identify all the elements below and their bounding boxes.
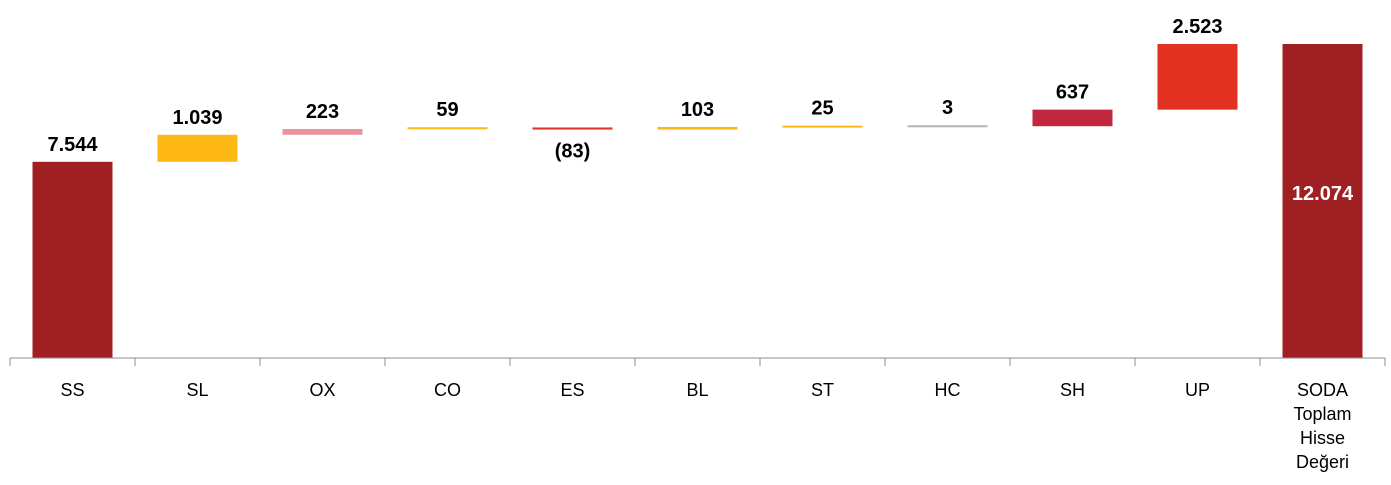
bar-es	[532, 127, 613, 130]
value-label-sh: 637	[1056, 82, 1089, 104]
category-label-hc: HC	[935, 380, 961, 400]
value-label-st: 25	[811, 98, 833, 120]
category-label-bl: BL	[686, 380, 708, 400]
category-label-es: ES	[560, 380, 584, 400]
bars-layer	[32, 44, 1363, 358]
bar-soda	[1282, 44, 1363, 358]
bar-sl	[157, 134, 238, 162]
value-label-hc: 3	[942, 97, 953, 119]
category-label-soda-line-3: Hisse	[1300, 428, 1345, 448]
category-label-st: ST	[811, 380, 834, 400]
category-label-soda-line-4: Değeri	[1296, 452, 1349, 472]
value-label-up: 2.523	[1172, 16, 1222, 38]
value-label-es: (83)	[555, 141, 591, 163]
value-label-soda: 12.074	[1292, 183, 1354, 205]
category-label-co: CO	[434, 380, 461, 400]
bar-sh	[1032, 109, 1113, 127]
value-labels-layer: 7.544 1.039 223 59 (83) 103 25 3 637 2.523 12.074	[47, 16, 1353, 205]
category-label-ss: SS	[60, 380, 84, 400]
bar-st	[782, 125, 863, 128]
value-label-ox: 223	[306, 101, 339, 123]
bar-hc	[907, 125, 988, 128]
bar-ss	[32, 161, 113, 358]
category-labels-layer: SS SL OX CO ES BL ST HC SH UP SODA Toplam Hisse Değer…	[60, 380, 1351, 472]
x-axis	[9, 357, 1386, 366]
bar-ox	[282, 128, 363, 135]
bar-up	[1157, 44, 1238, 110]
category-label-sh: SH	[1060, 380, 1085, 400]
category-label-soda-line-1: SODA	[1297, 380, 1348, 400]
value-label-co: 59	[436, 99, 458, 121]
bar-co	[407, 127, 488, 130]
category-label-soda-line-2: Toplam	[1293, 404, 1351, 424]
bar-bl	[657, 126, 738, 130]
category-label-sl: SL	[186, 380, 208, 400]
value-label-bl: 103	[681, 99, 714, 121]
category-label-ox: OX	[309, 380, 335, 400]
value-label-ss: 7.544	[47, 134, 98, 156]
category-label-up: UP	[1185, 380, 1210, 400]
value-label-sl: 1.039	[172, 107, 222, 129]
